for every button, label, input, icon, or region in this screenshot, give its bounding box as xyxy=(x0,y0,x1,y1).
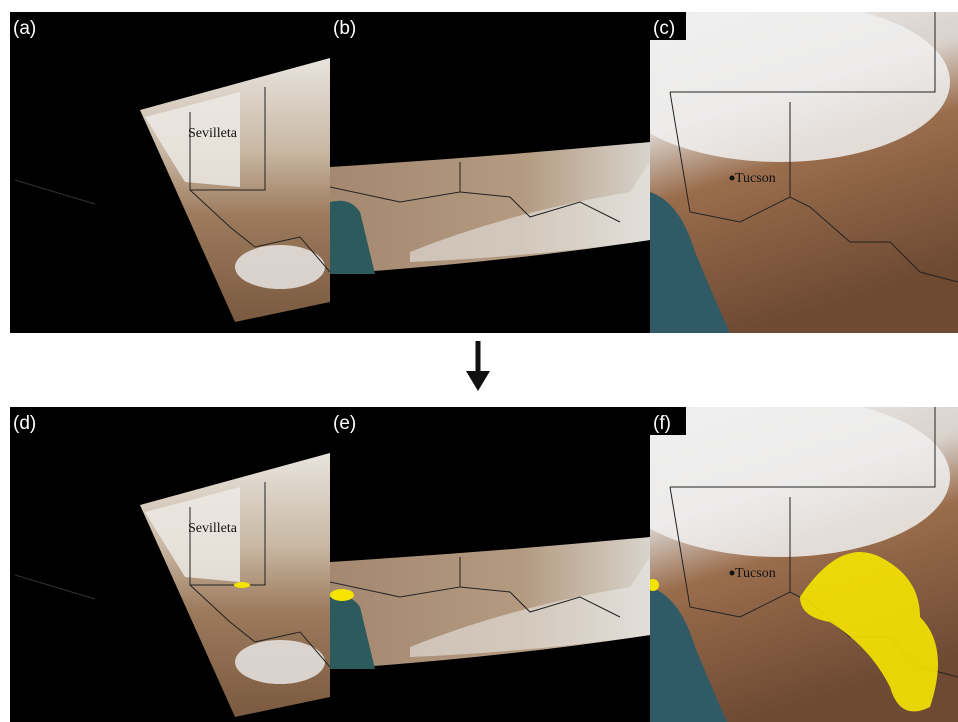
panel-label: (f) xyxy=(653,413,671,434)
fire xyxy=(234,582,250,588)
panel: (c) Tucson xyxy=(610,2,958,333)
panel: (a) Sevilleta xyxy=(10,12,330,333)
clouds xyxy=(235,640,325,684)
figure: (a)Sevilleta(b)(c)Tucson(d)Sevilleta(e)(… xyxy=(0,0,958,722)
panel-label: (d) xyxy=(13,413,36,434)
panel: (f) Tucson xyxy=(610,397,958,722)
place-label: Tucson xyxy=(735,566,776,581)
panel: (d) Sevilleta xyxy=(10,407,330,722)
panel-label: (a) xyxy=(13,18,36,39)
image xyxy=(10,12,330,333)
image xyxy=(610,2,958,333)
panel-label: (b) xyxy=(333,18,356,39)
image xyxy=(330,407,650,722)
image xyxy=(330,12,650,333)
image xyxy=(610,397,958,722)
clouds xyxy=(235,245,325,289)
place-label: Tucson xyxy=(735,171,776,186)
panel-label: (e) xyxy=(333,413,356,434)
arrow xyxy=(466,341,490,391)
panel-label: (c) xyxy=(653,18,675,39)
panel: (e) xyxy=(330,407,650,722)
city-dot xyxy=(730,571,735,576)
panel: (b) xyxy=(330,12,650,333)
place-label: Sevilleta xyxy=(188,521,238,536)
fire xyxy=(330,589,354,601)
city-dot xyxy=(730,176,735,181)
image xyxy=(10,407,330,722)
place-label: Sevilleta xyxy=(188,126,238,141)
